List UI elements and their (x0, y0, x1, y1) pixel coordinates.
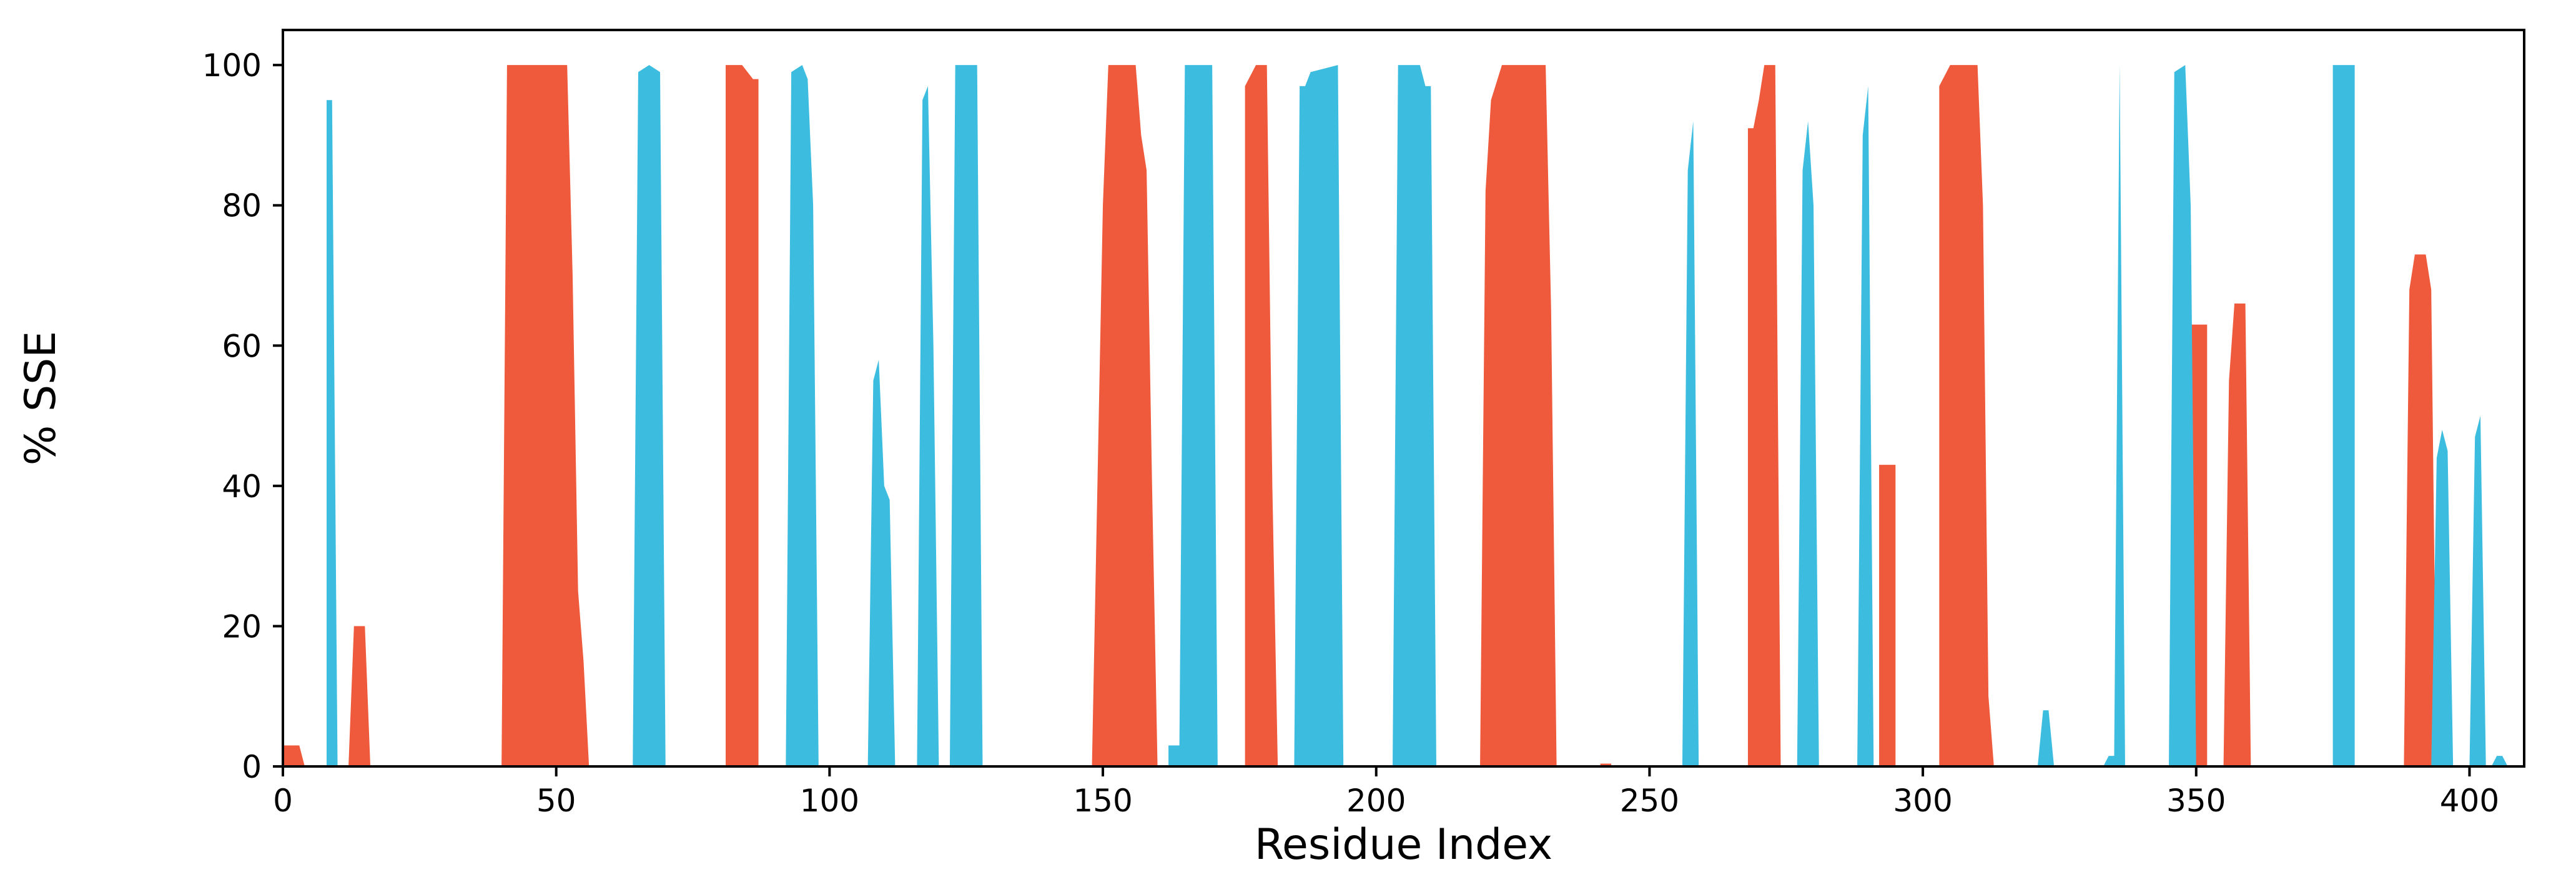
x-tick-label: 100 (800, 783, 859, 819)
y-tick-label: 80 (222, 188, 262, 224)
x-tick-label: 200 (1346, 783, 1406, 819)
y-tick-label: 20 (222, 608, 262, 645)
y-axis-ticks: 0 20 40 60 80 100 (202, 47, 283, 785)
y-tick-label: 100 (202, 47, 262, 84)
y-tick-label: 40 (222, 468, 262, 505)
x-axis-label: Residue Index (1255, 820, 1552, 870)
x-tick-label: 0 (273, 783, 293, 819)
x-tick-label: 50 (536, 783, 576, 819)
x-tick-label: 300 (1893, 783, 1952, 819)
x-tick-label: 250 (1620, 783, 1679, 819)
series-area-1 (327, 65, 2508, 767)
x-tick-label: 400 (2440, 783, 2499, 819)
y-tick-label: 0 (242, 749, 262, 785)
y-axis-label: % SSE (16, 331, 66, 466)
y-tick-label: 60 (222, 328, 262, 364)
x-axis-ticks: 0 50 100 150 200 250 300 350 400 (273, 766, 2499, 819)
plot-frame (282, 29, 2525, 768)
series-layer (283, 65, 2508, 767)
x-tick-label: 350 (2166, 783, 2226, 819)
x-tick-label: 150 (1073, 783, 1132, 819)
